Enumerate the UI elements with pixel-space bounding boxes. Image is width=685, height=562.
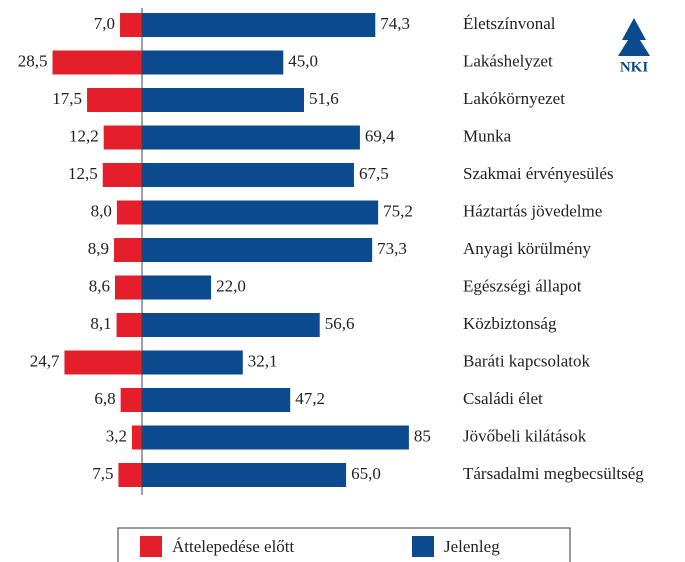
bar (116, 200, 142, 225)
value-label: 12,2 (69, 126, 99, 145)
value-label: 8,0 (91, 201, 112, 220)
value-label: 6,8 (94, 389, 115, 408)
logo-tree (618, 18, 650, 56)
legend-frame (117, 527, 571, 562)
legend-label: Áttelepedése előtt (172, 537, 295, 556)
value-label: 7,0 (94, 14, 115, 33)
value-label: 12,5 (68, 164, 98, 183)
category-label: Szakmai érvényesülés (463, 164, 614, 183)
value-label: 85 (414, 426, 431, 445)
bar (64, 350, 142, 375)
bar (142, 238, 373, 262)
value-label: 7,5 (92, 464, 113, 483)
legend-swatch (140, 536, 162, 557)
value-label: 28,5 (18, 51, 48, 70)
bar (142, 13, 376, 37)
category-label: Lakáshelyzet (463, 51, 553, 70)
bar (103, 125, 142, 150)
bar (114, 275, 142, 300)
value-label: 74,3 (380, 14, 410, 33)
bar (142, 200, 379, 225)
value-label: 47,2 (295, 389, 325, 408)
value-label: 65,0 (351, 464, 381, 483)
value-label: 3,2 (106, 426, 127, 445)
value-label: 51,6 (309, 89, 339, 108)
bar (142, 425, 409, 450)
logo-text: NKI (620, 59, 649, 75)
bar (131, 425, 142, 450)
category-label: Társadalmi megbecsültség (463, 464, 644, 483)
bar (142, 50, 284, 75)
bar (52, 50, 143, 75)
bar (120, 388, 142, 412)
value-label: 73,3 (377, 239, 407, 258)
value-label: 24,7 (30, 351, 60, 370)
category-label: Jövőbeli kilátások (463, 426, 587, 445)
bar (120, 13, 142, 37)
bar (118, 463, 142, 487)
bar (102, 163, 142, 187)
category-label: Baráti kapcsolatok (463, 351, 590, 370)
value-label: 69,4 (365, 126, 395, 145)
value-label: 67,5 (359, 164, 389, 183)
category-label: Lakókörnyezet (463, 89, 565, 108)
value-label: 75,2 (383, 201, 413, 220)
value-label: 8,9 (88, 239, 109, 258)
category-label: Háztartás jövedelme (463, 201, 602, 220)
value-label: 8,6 (89, 276, 110, 295)
bar (142, 88, 305, 112)
bar (142, 388, 291, 412)
logo: NKI (608, 14, 660, 76)
bar (142, 463, 347, 487)
bar (142, 125, 360, 150)
value-label: 45,0 (288, 51, 318, 70)
bar (116, 313, 142, 337)
value-label: 32,1 (248, 351, 278, 370)
bar (114, 238, 142, 262)
category-label: Közbiztonság (463, 314, 557, 333)
category-label: Egészségi állapot (463, 276, 582, 295)
category-label: Életszínvonal (463, 14, 556, 33)
legend-swatch (412, 536, 434, 557)
category-label: Munka (463, 126, 512, 145)
value-label: 17,5 (52, 89, 82, 108)
bar (142, 275, 212, 300)
bar (142, 163, 354, 187)
bar (142, 313, 320, 337)
value-label: 56,6 (325, 314, 355, 333)
bar (142, 350, 243, 375)
value-label: 22,0 (216, 276, 246, 295)
category-label: Anyagi körülmény (463, 239, 591, 258)
value-label: 8,1 (90, 314, 111, 333)
legend-label: Jelenleg (444, 537, 500, 556)
category-label: Családi élet (463, 389, 543, 408)
bar (87, 88, 142, 112)
